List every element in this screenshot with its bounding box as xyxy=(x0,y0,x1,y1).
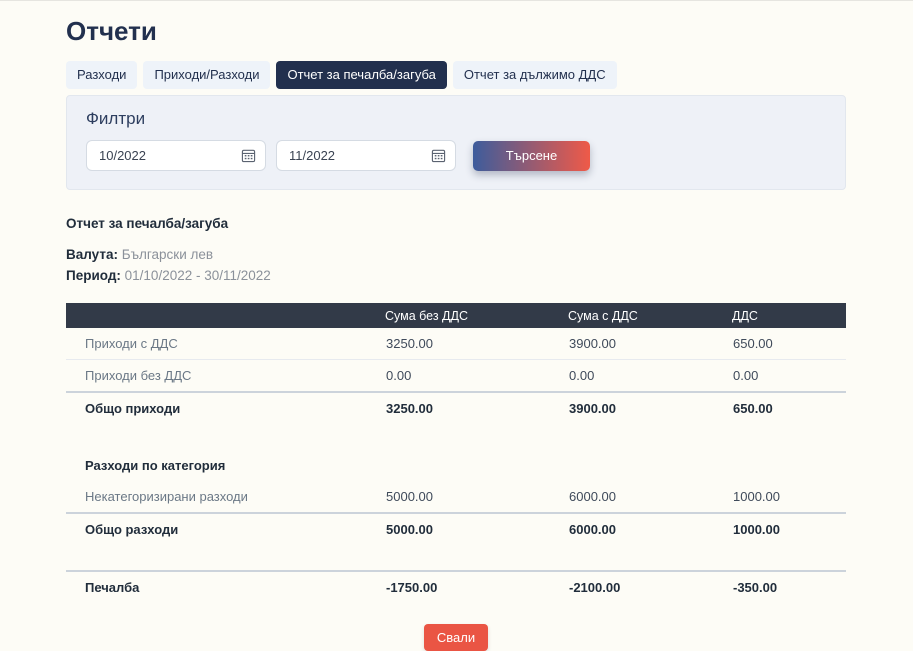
report-meta: Валута: Български лев Период: 01/10/2022… xyxy=(66,244,846,286)
spacer-row xyxy=(66,545,846,572)
period-label: Период: xyxy=(66,268,121,283)
from-month-input[interactable] xyxy=(97,147,241,164)
column-header: Сума без ДДС xyxy=(385,303,568,328)
table-cell xyxy=(385,424,568,450)
currency-label: Валута: xyxy=(66,247,118,262)
table-row: Печалба -1750.00 -2100.00 -350.00 xyxy=(66,571,846,603)
table-cell: -1750.00 xyxy=(386,580,438,595)
report-tabs: Разходи Приходи/Разходи Отчет за печалба/з… xyxy=(66,61,846,89)
table-cell: -350.00 xyxy=(733,580,778,595)
table-cell: 1000.00 xyxy=(733,522,780,537)
calendar-icon[interactable] xyxy=(431,148,446,163)
table-row: Общо разходи 5000.00 6000.00 1000.00 xyxy=(66,513,846,545)
table-row: Приходи с ДДС 3250.00 3900.00 650.00 xyxy=(66,328,846,360)
table-cell: -2100.00 xyxy=(569,580,621,595)
table-cell: 1000.00 xyxy=(732,481,846,514)
table-cell: Приходи без ДДС xyxy=(66,359,385,393)
currency-value: Български лев xyxy=(121,247,214,262)
download-button[interactable]: Свали xyxy=(423,624,489,651)
profit-loss-table: Сума без ДДС Сума с ДДС ДДС Приходи с ДДС 3… xyxy=(66,303,846,603)
table-cell xyxy=(732,545,846,572)
table-cell xyxy=(385,545,568,572)
table-cell: Некатегоризирани разходи xyxy=(66,481,385,514)
table-cell: 5000.00 xyxy=(385,481,568,514)
table-cell xyxy=(568,450,732,481)
table-cell xyxy=(568,545,732,572)
currency-line: Валута: Български лев xyxy=(66,244,846,265)
table-cell xyxy=(66,545,385,572)
table-cell xyxy=(385,450,568,481)
table-row: Приходи без ДДС 0.00 0.00 0.00 xyxy=(66,359,846,393)
to-month-input[interactable] xyxy=(287,147,431,164)
column-header: Сума с ДДС xyxy=(568,303,732,328)
table-cell: 0.00 xyxy=(385,359,568,393)
download-area: Свали xyxy=(66,624,846,651)
table-cell: 650.00 xyxy=(733,401,773,416)
table-cell: 5000.00 xyxy=(386,522,433,537)
table-cell xyxy=(66,424,385,450)
table-cell: 3250.00 xyxy=(386,401,433,416)
table-cell: 6000.00 xyxy=(568,481,732,514)
table-cell xyxy=(732,424,846,450)
tab-income-expenses[interactable]: Приходи/Разходи xyxy=(143,61,271,89)
table-cell: 3250.00 xyxy=(385,328,568,360)
filter-row: Търсене xyxy=(86,140,826,171)
reports-page: Отчети Разходи Приходи/Разходи Отчет за пе… xyxy=(0,15,913,651)
report-section-title: Отчет за печалба/загуба xyxy=(66,216,229,231)
table-cell xyxy=(732,450,846,481)
table-cell: Общо приходи xyxy=(85,401,181,416)
table-row: Общо приходи 3250.00 3900.00 650.00 xyxy=(66,392,846,424)
from-month-field[interactable] xyxy=(86,140,266,171)
tab-vat-due[interactable]: Отчет за дължимо ДДС xyxy=(452,61,617,89)
table-cell: Приходи с ДДС xyxy=(66,328,385,360)
table-cell: Печалба xyxy=(85,580,140,595)
table-row: Разходи по категория xyxy=(66,450,846,481)
table-cell: Общо разходи xyxy=(85,522,179,537)
tab-profit-loss[interactable]: Отчет за печалба/загуба xyxy=(276,61,447,89)
table-header-row: Сума без ДДС Сума с ДДС ДДС xyxy=(66,303,846,328)
period-value: 01/10/2022 - 30/11/2022 xyxy=(124,268,271,283)
filter-title: Филтри xyxy=(86,109,146,128)
column-header xyxy=(66,303,385,328)
tab-expenses[interactable]: Разходи xyxy=(66,61,138,89)
page-title: Отчети xyxy=(66,16,157,46)
table-cell: 3900.00 xyxy=(568,328,732,360)
spacer-row xyxy=(66,424,846,450)
table-cell: 0.00 xyxy=(732,359,846,393)
table-cell: 0.00 xyxy=(568,359,732,393)
table-cell xyxy=(568,424,732,450)
search-button[interactable]: Търсене xyxy=(473,140,590,171)
table-row: Некатегоризирани разходи 5000.00 6000.00 10… xyxy=(66,481,846,514)
period-line: Период: 01/10/2022 - 30/11/2022 xyxy=(66,265,846,286)
column-header: ДДС xyxy=(732,303,846,328)
calendar-icon[interactable] xyxy=(241,148,256,163)
table-cell: 6000.00 xyxy=(569,522,616,537)
table-cell: Разходи по категория xyxy=(85,458,226,473)
table-cell: 650.00 xyxy=(732,328,846,360)
table-cell: 3900.00 xyxy=(569,401,616,416)
to-month-field[interactable] xyxy=(276,140,456,171)
filter-panel: Филтри xyxy=(66,95,846,190)
